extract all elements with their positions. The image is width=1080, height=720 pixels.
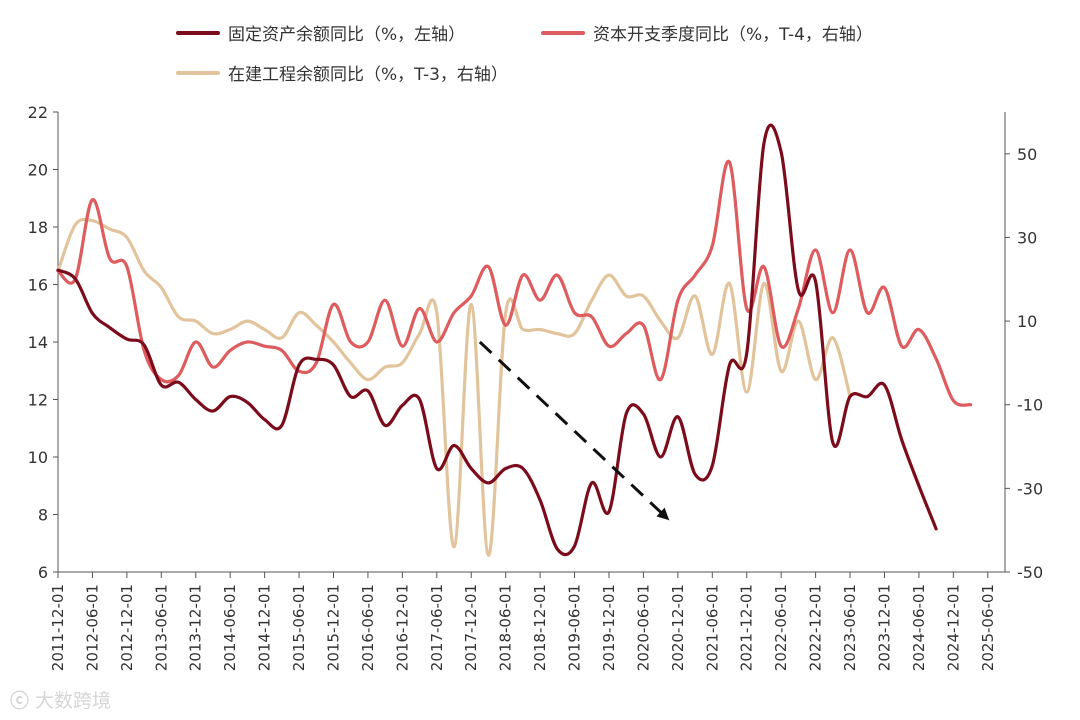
- x-tick-label: 2023-12-01: [875, 584, 893, 671]
- x-tick-label: 2020-12-01: [669, 584, 687, 671]
- y-left-tick-label: 18: [28, 218, 48, 237]
- y-left-tick-label: 8: [38, 506, 48, 525]
- y-right-tick-label: -50: [1017, 563, 1043, 582]
- x-tick-label: 2021-06-01: [703, 584, 721, 671]
- legend-item-construction: 在建工程余额同比（%，T-3，右轴）: [176, 60, 508, 85]
- x-tick-label: 2021-12-01: [738, 584, 756, 671]
- legend-label: 资本开支季度同比（%，T-4，右轴）: [593, 25, 873, 45]
- legend-swatch: [176, 30, 220, 35]
- x-tick-label: 2014-06-01: [221, 584, 239, 671]
- y-left-tick-label: 14: [28, 333, 48, 352]
- x-tick-label: 2022-12-01: [807, 584, 825, 671]
- y-right-tick-label: 10: [1017, 312, 1037, 331]
- series-line-fixed-assets: [56, 123, 938, 557]
- y-right-tick-label: 30: [1017, 228, 1037, 247]
- x-tick-label: 2013-06-01: [152, 584, 170, 671]
- x-tick-label: 2012-06-01: [83, 584, 101, 671]
- series-line-construction: [56, 217, 852, 557]
- y-left-tick-label: 10: [28, 448, 48, 467]
- x-tick-label: 2025-06-01: [979, 584, 997, 671]
- legend-swatch: [176, 70, 220, 75]
- y-right-tick-label: -10: [1017, 396, 1043, 415]
- watermark-text: 大数跨境: [35, 690, 112, 712]
- legend-swatch: [541, 30, 585, 35]
- y-left-tick-label: 6: [38, 563, 48, 582]
- x-tick-label: 2019-06-01: [566, 584, 584, 671]
- x-tick-label: 2018-06-01: [497, 584, 515, 671]
- x-tick-label: 2013-12-01: [187, 584, 205, 671]
- x-tick-label: 2022-06-01: [772, 584, 790, 671]
- x-tick-label: 2016-06-01: [359, 584, 377, 671]
- x-tick-label: 2018-12-01: [531, 584, 549, 671]
- y-right-tick-label: -30: [1017, 479, 1043, 498]
- x-tick-label: 2012-12-01: [118, 584, 136, 671]
- x-tick-label: 2017-12-01: [462, 584, 480, 671]
- legend: 固定资产余额同比（%，左轴） 资本开支季度同比（%，T-4，右轴） 在建工程余额…: [0, 0, 1080, 100]
- trend-arrow-line: [478, 340, 671, 522]
- series-line-capex: [56, 159, 973, 407]
- legend-label: 固定资产余额同比（%，左轴）: [228, 25, 466, 45]
- y-right-tick-label: 50: [1017, 145, 1037, 164]
- legend-item-capex: 资本开支季度同比（%，T-4，右轴）: [541, 20, 873, 45]
- trend-arrow-head: [656, 507, 670, 521]
- x-tick-label: 2015-12-01: [324, 584, 342, 671]
- x-tick-label: 2014-12-01: [256, 584, 274, 671]
- watermark-logo-icon: ⓒ: [10, 690, 30, 712]
- x-tick-label: 2017-06-01: [428, 584, 446, 671]
- y-left-tick-label: 20: [28, 161, 48, 180]
- x-tick-label: 2015-06-01: [290, 584, 308, 671]
- y-left-tick-label: 22: [28, 103, 48, 122]
- x-tick-label: 2011-12-01: [49, 584, 67, 671]
- legend-item-fixed-assets: 固定资产余额同比（%，左轴）: [176, 20, 465, 45]
- x-tick-label: 2020-06-01: [634, 584, 652, 671]
- x-tick-label: 2023-06-01: [841, 584, 859, 671]
- watermark: ⓒ 大数跨境: [10, 686, 111, 713]
- legend-label: 在建工程余额同比（%，T-3，右轴）: [228, 65, 508, 85]
- x-tick-label: 2019-12-01: [600, 584, 618, 671]
- x-tick-label: 2024-06-01: [910, 584, 928, 671]
- x-tick-label: 2016-12-01: [393, 584, 411, 671]
- y-left-tick-label: 16: [28, 276, 48, 295]
- x-tick-label: 2024-12-01: [944, 584, 962, 671]
- y-left-tick-label: 12: [28, 391, 48, 410]
